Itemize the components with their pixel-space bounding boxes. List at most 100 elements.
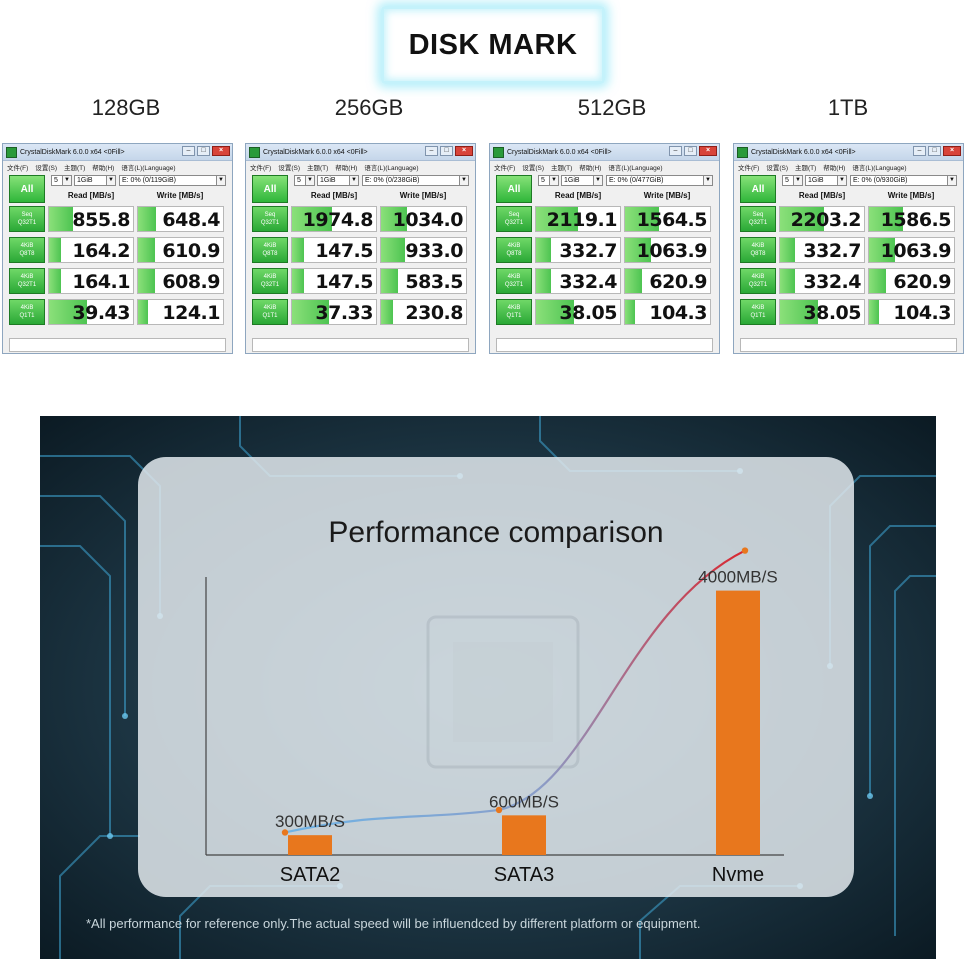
menu-item[interactable]: 设置(S) xyxy=(766,164,788,172)
comment-field[interactable] xyxy=(740,338,957,352)
minimize-button[interactable]: – xyxy=(182,146,195,156)
count-select[interactable]: 5 ▼ xyxy=(782,175,803,186)
capacity-label: 512GB xyxy=(577,95,647,120)
test-button[interactable]: Seq Q32T1 xyxy=(9,206,45,232)
maximize-button[interactable]: □ xyxy=(928,146,941,156)
test-button[interactable]: 4KiB Q1T1 xyxy=(252,299,288,325)
write-value: 230.8 xyxy=(405,302,463,324)
all-button[interactable]: All xyxy=(496,175,532,203)
test-button[interactable]: 4KiB Q32T1 xyxy=(740,268,776,294)
test-button[interactable]: Seq Q32T1 xyxy=(740,206,776,232)
menu-item[interactable]: 主题(T) xyxy=(550,164,573,172)
test-label: 4KiB xyxy=(751,243,765,249)
close-button[interactable]: × xyxy=(699,146,717,156)
minimize-button[interactable]: – xyxy=(913,146,926,156)
close-button[interactable]: × xyxy=(943,146,961,156)
test-button[interactable]: 4KiB Q32T1 xyxy=(252,268,288,294)
chevron-down-icon: ▼ xyxy=(216,176,225,185)
read-progress-bar xyxy=(536,269,552,293)
read-column-header: Read [MB/s] xyxy=(67,191,115,200)
count-select[interactable]: 5 ▼ xyxy=(51,175,72,186)
count-select[interactable]: 5 ▼ xyxy=(294,175,315,186)
write-progress-bar xyxy=(381,300,393,324)
menu-item[interactable]: 帮助(H) xyxy=(335,164,358,172)
test-button[interactable]: 4KiB Q1T1 xyxy=(496,299,532,325)
comment-field[interactable] xyxy=(496,338,713,352)
write-result-cell: 1586.5 xyxy=(868,206,955,232)
drive-select[interactable]: E: 0% (0/930GiB) ▼ xyxy=(850,175,957,186)
maximize-button[interactable]: □ xyxy=(684,146,697,156)
test-button[interactable]: 4KiB Q32T1 xyxy=(496,268,532,294)
menu-item[interactable]: 语言(L)(Language) xyxy=(121,164,176,172)
comment-field[interactable] xyxy=(252,338,469,352)
menu-item[interactable]: 文件(F) xyxy=(7,164,29,172)
write-value: 608.9 xyxy=(162,271,220,293)
read-progress-bar xyxy=(536,207,578,231)
read-result-cell: 1974.8 xyxy=(291,206,377,232)
drive-select[interactable]: E: 0% (0/477GiB) ▼ xyxy=(606,175,713,186)
close-button[interactable]: × xyxy=(455,146,473,156)
minimize-button[interactable]: – xyxy=(425,146,438,156)
test-button[interactable]: 4KiB Q1T1 xyxy=(740,299,776,325)
menu-item[interactable]: 设置(S) xyxy=(35,164,57,172)
menu-item[interactable]: 帮助(H) xyxy=(823,164,846,172)
menu-item[interactable]: 语言(L)(Language) xyxy=(364,164,419,172)
menu-item[interactable]: 设置(S) xyxy=(278,164,300,172)
chevron-down-icon: ▼ xyxy=(549,176,558,185)
test-queue-label: Q32T1 xyxy=(504,282,524,288)
menu-item[interactable]: 文件(F) xyxy=(250,164,272,172)
write-progress-bar xyxy=(138,269,155,293)
menu-item[interactable]: 主题(T) xyxy=(794,164,817,172)
window-titlebar[interactable]: CrystalDiskMark 6.0.0 x64 <0Fill> – □ × xyxy=(490,144,719,161)
menu-item[interactable]: 主题(T) xyxy=(63,164,86,172)
menu-item[interactable]: 语言(L)(Language) xyxy=(852,164,907,172)
test-button[interactable]: 4KiB Q8T8 xyxy=(9,237,45,263)
test-button[interactable]: 4KiB Q8T8 xyxy=(740,237,776,263)
all-button[interactable]: All xyxy=(252,175,288,203)
comment-field[interactable] xyxy=(9,338,226,352)
window-titlebar[interactable]: CrystalDiskMark 6.0.0 x64 <0Fill> – □ × xyxy=(734,144,963,161)
size-select[interactable]: 1GiB ▼ xyxy=(74,175,116,186)
write-value: 620.9 xyxy=(893,271,951,293)
write-value: 1564.5 xyxy=(636,209,708,231)
app-icon xyxy=(6,146,17,158)
test-button[interactable]: 4KiB Q8T8 xyxy=(252,237,288,263)
menu-item[interactable]: 帮助(H) xyxy=(579,164,602,172)
write-result-cell: 583.5 xyxy=(380,268,467,294)
size-select[interactable]: 1GiB ▼ xyxy=(317,175,359,186)
menu-item[interactable]: 帮助(H) xyxy=(92,164,115,172)
test-button[interactable]: Seq Q32T1 xyxy=(252,206,288,232)
app-icon xyxy=(493,146,504,158)
window-titlebar[interactable]: CrystalDiskMark 6.0.0 x64 <0Fill> – □ × xyxy=(246,144,475,161)
menu-item[interactable]: 设置(S) xyxy=(522,164,544,172)
close-button[interactable]: × xyxy=(212,146,230,156)
test-queue-label: Q1T1 xyxy=(262,313,278,319)
read-progress-bar xyxy=(49,300,87,324)
size-select[interactable]: 1GiB ▼ xyxy=(561,175,603,186)
write-progress-bar xyxy=(625,207,659,231)
all-button[interactable]: All xyxy=(9,175,45,203)
maximize-button[interactable]: □ xyxy=(197,146,210,156)
test-button[interactable]: Seq Q32T1 xyxy=(496,206,532,232)
test-button[interactable]: 4KiB Q8T8 xyxy=(496,237,532,263)
drive-select[interactable]: E: 0% (0/119GiB) ▼ xyxy=(119,175,226,186)
read-result-cell: 332.4 xyxy=(779,268,865,294)
test-label: 4KiB xyxy=(263,243,277,249)
menu-item[interactable]: 文件(F) xyxy=(738,164,760,172)
menu-item[interactable]: 主题(T) xyxy=(306,164,329,172)
size-select[interactable]: 1GiB ▼ xyxy=(805,175,847,186)
count-select[interactable]: 5 ▼ xyxy=(538,175,559,186)
maximize-button[interactable]: □ xyxy=(440,146,453,156)
app-icon xyxy=(249,146,260,158)
drive-select[interactable]: E: 0% (0/238GiB) ▼ xyxy=(362,175,469,186)
minimize-button[interactable]: – xyxy=(669,146,682,156)
chevron-down-icon: ▼ xyxy=(62,176,71,185)
test-button[interactable]: 4KiB Q32T1 xyxy=(9,268,45,294)
all-button[interactable]: All xyxy=(740,175,776,203)
menu-item[interactable]: 文件(F) xyxy=(494,164,516,172)
read-value: 38.05 xyxy=(559,302,617,324)
write-result-cell: 1063.9 xyxy=(868,237,955,263)
window-titlebar[interactable]: CrystalDiskMark 6.0.0 x64 <0Fill> – □ × xyxy=(3,144,232,161)
test-button[interactable]: 4KiB Q1T1 xyxy=(9,299,45,325)
menu-item[interactable]: 语言(L)(Language) xyxy=(608,164,663,172)
